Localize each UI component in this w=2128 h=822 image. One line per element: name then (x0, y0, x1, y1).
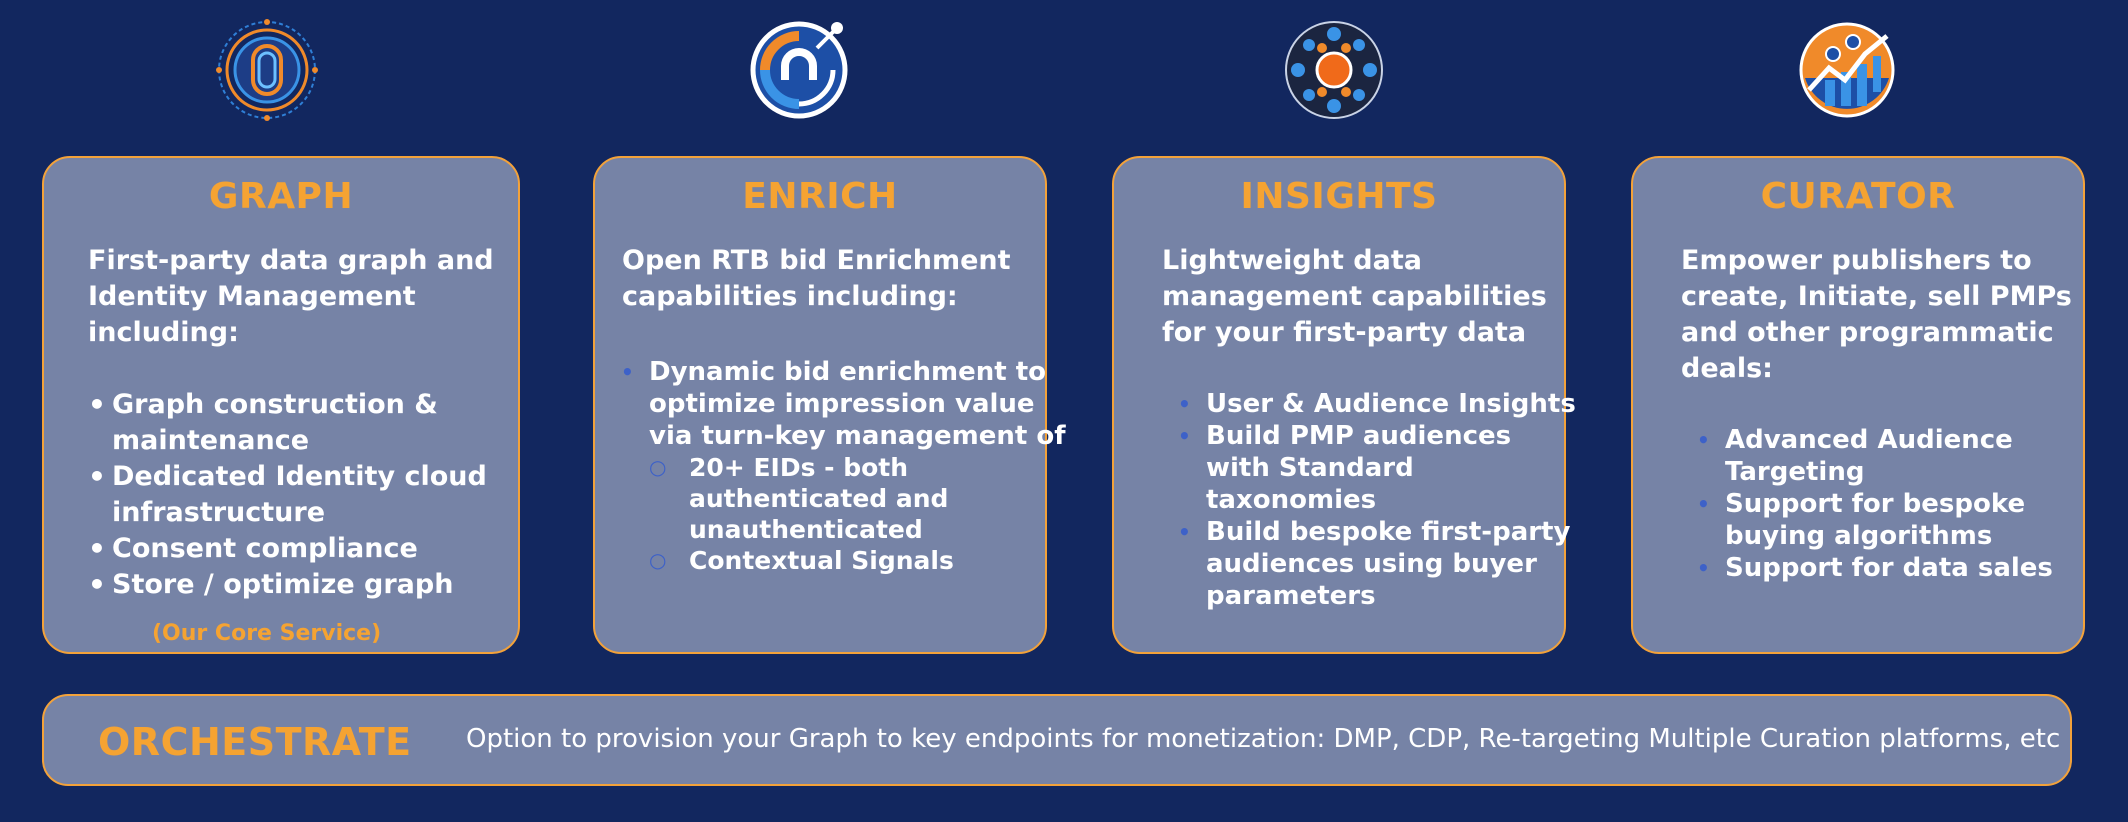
list-item: Advanced Audience Targeting (1697, 424, 2053, 488)
growth-chart-icon (1795, 18, 1899, 122)
enrich-card: ENRICH Open RTB bid Enrichment capabilit… (593, 156, 1066, 654)
graph-card: GRAPH First-party data graph and Identit… (42, 156, 520, 654)
list-item: Graph construction & maintenance (88, 387, 487, 459)
network-hub-icon (1282, 18, 1386, 122)
card-title: CURATOR (1760, 176, 1956, 217)
bullet-list: Advanced Audience Targeting Support for … (1697, 424, 2053, 584)
list-item: Build PMP audiences with Standard taxono… (1178, 420, 1576, 516)
insights-card: INSIGHTS Lightweight data management cap… (1112, 156, 1576, 654)
card-title: INSIGHTS (1240, 176, 1438, 217)
list-item: Dedicated Identity cloud infrastructure (88, 459, 487, 531)
core-service-note: (Our Core Service) (152, 621, 382, 646)
list-item: 20+ EIDs - both authenticated and unauth… (649, 452, 954, 545)
orchestrate-title: ORCHESTRATE (98, 720, 412, 764)
list-item: Build bespoke first-party audiences usin… (1178, 516, 1576, 612)
card-title: GRAPH (208, 176, 354, 217)
curator-card: CURATOR Empower publishers to create, In… (1631, 156, 2085, 654)
list-item: Support for bespoke buying algorithms (1697, 488, 2053, 552)
sub-bullet-list: 20+ EIDs - both authenticated and unauth… (649, 452, 954, 576)
bullet-list: User & Audience Insights Build PMP audie… (1178, 388, 1576, 612)
list-item: Store / optimize graph (88, 567, 487, 603)
list-item: Contextual Signals (649, 545, 954, 576)
bullet-list: Graph construction & maintenance Dedicat… (88, 387, 487, 603)
orchestrate-bar: ORCHESTRATE Option to provision your Gra… (42, 694, 2072, 786)
enrich-dial-icon (747, 18, 851, 122)
list-item: Support for data sales (1697, 552, 2053, 584)
card-intro: Open RTB bid Enrichment capabilities inc… (622, 245, 1011, 312)
list-item: User & Audience Insights (1178, 388, 1576, 420)
card-intro: Empower publishers to create, Initiate, … (1681, 245, 2072, 384)
card-title: ENRICH (742, 176, 898, 217)
fingerprint-target-icon (215, 18, 319, 122)
card-intro: Lightweight data management capabilities… (1162, 245, 1547, 348)
card-intro: First-party data graph and Identity Mana… (88, 245, 494, 348)
list-item: Consent compliance (88, 531, 487, 567)
list-item: Dynamic bid enrichment to optimize impre… (621, 356, 1066, 452)
orchestrate-description: Option to provision your Graph to key en… (466, 724, 2061, 754)
bullet-list: Dynamic bid enrichment to optimize impre… (621, 356, 1066, 452)
